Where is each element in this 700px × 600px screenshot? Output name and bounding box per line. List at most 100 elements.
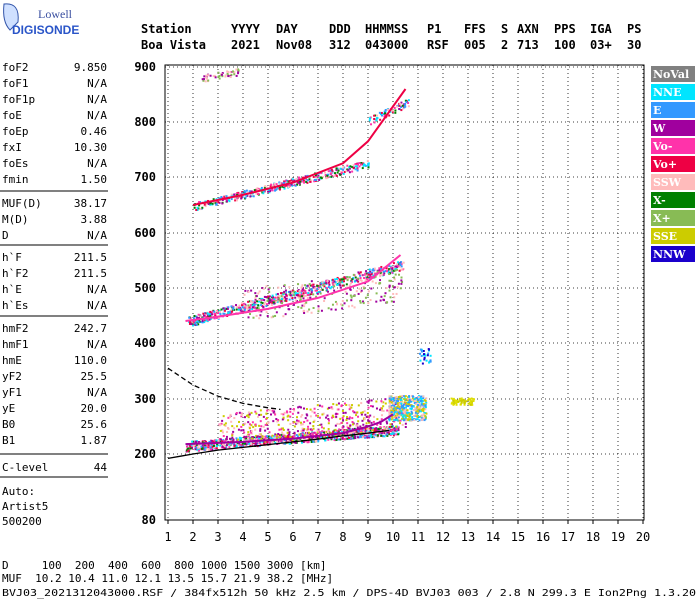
legend-label: W	[652, 122, 666, 135]
header-label: P1	[427, 22, 441, 36]
header-value: Boa Vista	[141, 38, 206, 52]
echo-point	[229, 414, 232, 417]
echo-point	[369, 429, 372, 432]
echo-point	[291, 184, 294, 187]
echo-point	[345, 419, 348, 422]
echo-point	[196, 316, 199, 319]
echo-point	[400, 412, 403, 415]
echo-point	[276, 293, 279, 296]
echo-point	[266, 423, 269, 426]
echo-point	[291, 436, 294, 439]
echo-point	[233, 193, 236, 196]
echo-point	[341, 281, 344, 284]
echo-point	[467, 397, 470, 400]
echo-point	[260, 425, 263, 428]
echo-point	[452, 397, 455, 400]
echo-point	[281, 302, 284, 305]
echo-point	[321, 435, 324, 438]
echo-point	[264, 436, 267, 439]
echo-point	[288, 293, 291, 296]
echo-point	[287, 419, 290, 422]
echo-point	[225, 438, 228, 441]
echo-point	[399, 412, 402, 415]
echo-point	[247, 304, 250, 307]
echo-point	[219, 423, 222, 426]
echo-point	[226, 307, 229, 310]
echo-point	[213, 440, 216, 443]
echo-point	[398, 410, 401, 413]
echo-point	[280, 412, 283, 415]
echo-point	[375, 429, 378, 432]
echo-point	[300, 180, 303, 183]
echo-point	[258, 413, 261, 416]
echo-point	[307, 292, 310, 295]
echo-point	[410, 412, 413, 415]
echo-point	[355, 424, 358, 427]
echo-point	[244, 422, 247, 425]
echo-point	[197, 446, 200, 449]
echo-point	[383, 429, 386, 432]
echo-point	[287, 434, 290, 437]
echo-point	[335, 403, 338, 406]
echo-point	[204, 446, 207, 449]
echo-point	[200, 445, 203, 448]
echo-point	[423, 353, 426, 356]
echo-point	[295, 294, 298, 297]
echo-point	[400, 105, 403, 108]
header-labels: Station YYYY DAY DDD HHMMSS P1 FFS S AXN PPS IGA PS	[141, 22, 641, 36]
echo-point	[383, 115, 386, 118]
echo-point	[334, 424, 337, 427]
echo-point	[407, 418, 410, 421]
echo-point	[382, 273, 385, 276]
echo-point	[308, 308, 311, 311]
header-label: S	[501, 22, 508, 36]
echo-point	[247, 421, 250, 424]
echo-point	[271, 298, 274, 301]
echo-point	[413, 397, 416, 400]
echo-point	[340, 421, 343, 424]
echo-point	[352, 410, 355, 413]
echo-point	[315, 295, 318, 298]
echo-point	[388, 395, 391, 398]
echo-point	[419, 348, 422, 351]
logo-emblem-icon	[3, 3, 19, 31]
echo-point	[257, 307, 260, 310]
echo-point	[246, 307, 249, 310]
echo-point	[248, 427, 251, 430]
echo-point	[253, 436, 256, 439]
echo-point	[240, 425, 243, 428]
echo-point	[393, 429, 396, 432]
echo-point	[295, 416, 298, 419]
echo-point	[336, 276, 339, 279]
echo-point	[233, 71, 236, 74]
echo-point	[251, 421, 254, 424]
echo-point	[247, 290, 250, 293]
profile-curve-dashed	[167, 367, 281, 411]
echo-point	[400, 265, 403, 268]
echo-point	[400, 279, 403, 282]
echo-point	[305, 432, 308, 435]
echo-point	[220, 196, 223, 199]
echo-point	[389, 269, 392, 272]
echo-point	[424, 406, 427, 409]
echo-point	[298, 177, 301, 180]
echo-point	[358, 272, 361, 275]
echo-point	[398, 406, 401, 409]
echo-point	[287, 304, 290, 307]
echo-point	[341, 304, 344, 307]
echo-point	[292, 294, 295, 297]
param-value: 20.0	[81, 402, 108, 415]
echo-point	[401, 417, 404, 420]
echo-point	[337, 402, 340, 405]
echo-point	[265, 296, 268, 299]
echo-point	[261, 435, 264, 438]
echo-point	[416, 415, 419, 418]
echo-point	[415, 406, 418, 409]
param-value: N/A	[87, 299, 107, 312]
echo-point	[352, 164, 355, 167]
param-label: yE	[2, 402, 15, 415]
echo-point	[391, 398, 394, 401]
echo-point	[249, 307, 252, 310]
echo-point	[258, 310, 261, 313]
auto-scaling-line: Auto:	[2, 485, 35, 498]
